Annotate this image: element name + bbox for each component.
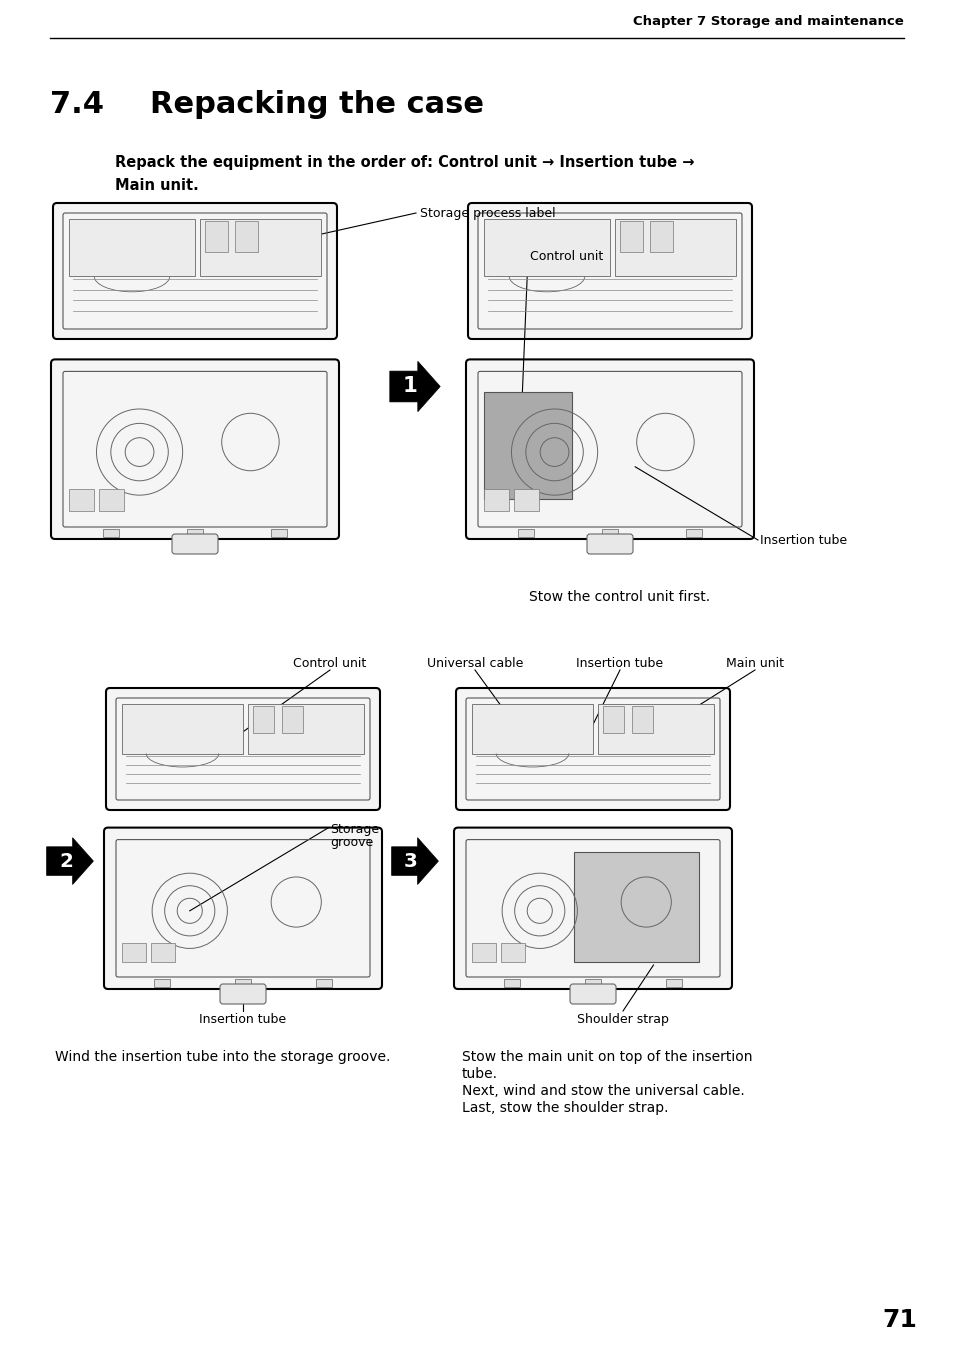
Bar — [248, 704, 364, 753]
Bar — [665, 979, 681, 987]
Text: 3: 3 — [403, 852, 417, 871]
Bar — [315, 979, 332, 987]
FancyBboxPatch shape — [172, 534, 218, 554]
Polygon shape — [391, 838, 438, 884]
Bar — [200, 219, 320, 276]
Bar — [517, 529, 534, 537]
Text: Insertion tube: Insertion tube — [760, 534, 846, 546]
Text: 2: 2 — [59, 852, 72, 871]
Bar — [187, 529, 203, 537]
Text: Storage process label: Storage process label — [419, 207, 555, 219]
FancyBboxPatch shape — [569, 984, 616, 1005]
Text: Repacking the case: Repacking the case — [150, 91, 483, 119]
Bar — [615, 219, 735, 276]
Bar — [503, 979, 519, 987]
FancyBboxPatch shape — [104, 827, 381, 990]
Bar — [151, 944, 175, 963]
Bar — [631, 706, 653, 733]
Bar — [483, 392, 572, 499]
Bar — [235, 220, 257, 253]
Bar — [153, 979, 170, 987]
Polygon shape — [47, 838, 93, 884]
Bar — [500, 944, 525, 963]
Bar — [99, 489, 124, 511]
Text: Stow the main unit on top of the insertion: Stow the main unit on top of the inserti… — [461, 1051, 752, 1064]
Text: Insertion tube: Insertion tube — [199, 1013, 286, 1026]
Text: Universal cable: Universal cable — [426, 657, 522, 671]
Text: Storage: Storage — [330, 823, 378, 836]
FancyBboxPatch shape — [465, 360, 753, 539]
FancyBboxPatch shape — [53, 203, 336, 339]
Bar — [472, 704, 593, 753]
Bar — [483, 489, 509, 511]
FancyBboxPatch shape — [106, 688, 379, 810]
Bar — [122, 704, 243, 753]
Bar — [598, 704, 713, 753]
Bar — [271, 529, 287, 537]
Text: Control unit: Control unit — [530, 250, 602, 264]
Bar — [253, 706, 274, 733]
Text: Stow the control unit first.: Stow the control unit first. — [529, 589, 710, 604]
FancyBboxPatch shape — [586, 534, 633, 554]
Bar — [601, 529, 618, 537]
Bar — [234, 979, 251, 987]
Text: Main unit.: Main unit. — [115, 178, 198, 193]
Text: tube.: tube. — [461, 1067, 497, 1082]
Bar — [514, 489, 538, 511]
Bar — [584, 979, 600, 987]
Text: Shoulder strap: Shoulder strap — [577, 1013, 668, 1026]
FancyBboxPatch shape — [51, 360, 338, 539]
Bar — [573, 852, 699, 963]
Text: Next, wind and stow the universal cable.: Next, wind and stow the universal cable. — [461, 1084, 744, 1098]
Text: Wind the insertion tube into the storage groove.: Wind the insertion tube into the storage… — [55, 1051, 390, 1064]
Text: 7.4: 7.4 — [50, 91, 104, 119]
Text: groove: groove — [330, 836, 373, 849]
FancyBboxPatch shape — [454, 827, 731, 990]
Text: Main unit: Main unit — [725, 657, 783, 671]
Polygon shape — [390, 361, 439, 412]
Text: 71: 71 — [882, 1307, 917, 1332]
FancyBboxPatch shape — [468, 203, 751, 339]
Text: Chapter 7 Storage and maintenance: Chapter 7 Storage and maintenance — [633, 15, 903, 28]
Bar — [205, 220, 228, 253]
Bar — [122, 944, 146, 963]
Bar — [685, 529, 701, 537]
Text: Repack the equipment in the order of: Control unit → Insertion tube →: Repack the equipment in the order of: Co… — [115, 155, 694, 170]
Bar — [69, 219, 194, 276]
FancyBboxPatch shape — [456, 688, 729, 810]
Bar — [103, 529, 119, 537]
Text: Control unit: Control unit — [294, 657, 366, 671]
FancyBboxPatch shape — [220, 984, 266, 1005]
Bar — [281, 706, 303, 733]
Text: 1: 1 — [403, 376, 417, 396]
Bar — [650, 220, 672, 253]
Text: Insertion tube: Insertion tube — [576, 657, 663, 671]
Bar — [483, 219, 609, 276]
Bar — [619, 220, 642, 253]
Text: Last, stow the shoulder strap.: Last, stow the shoulder strap. — [461, 1101, 668, 1115]
Bar — [602, 706, 624, 733]
Bar — [69, 489, 94, 511]
Bar — [472, 944, 496, 963]
